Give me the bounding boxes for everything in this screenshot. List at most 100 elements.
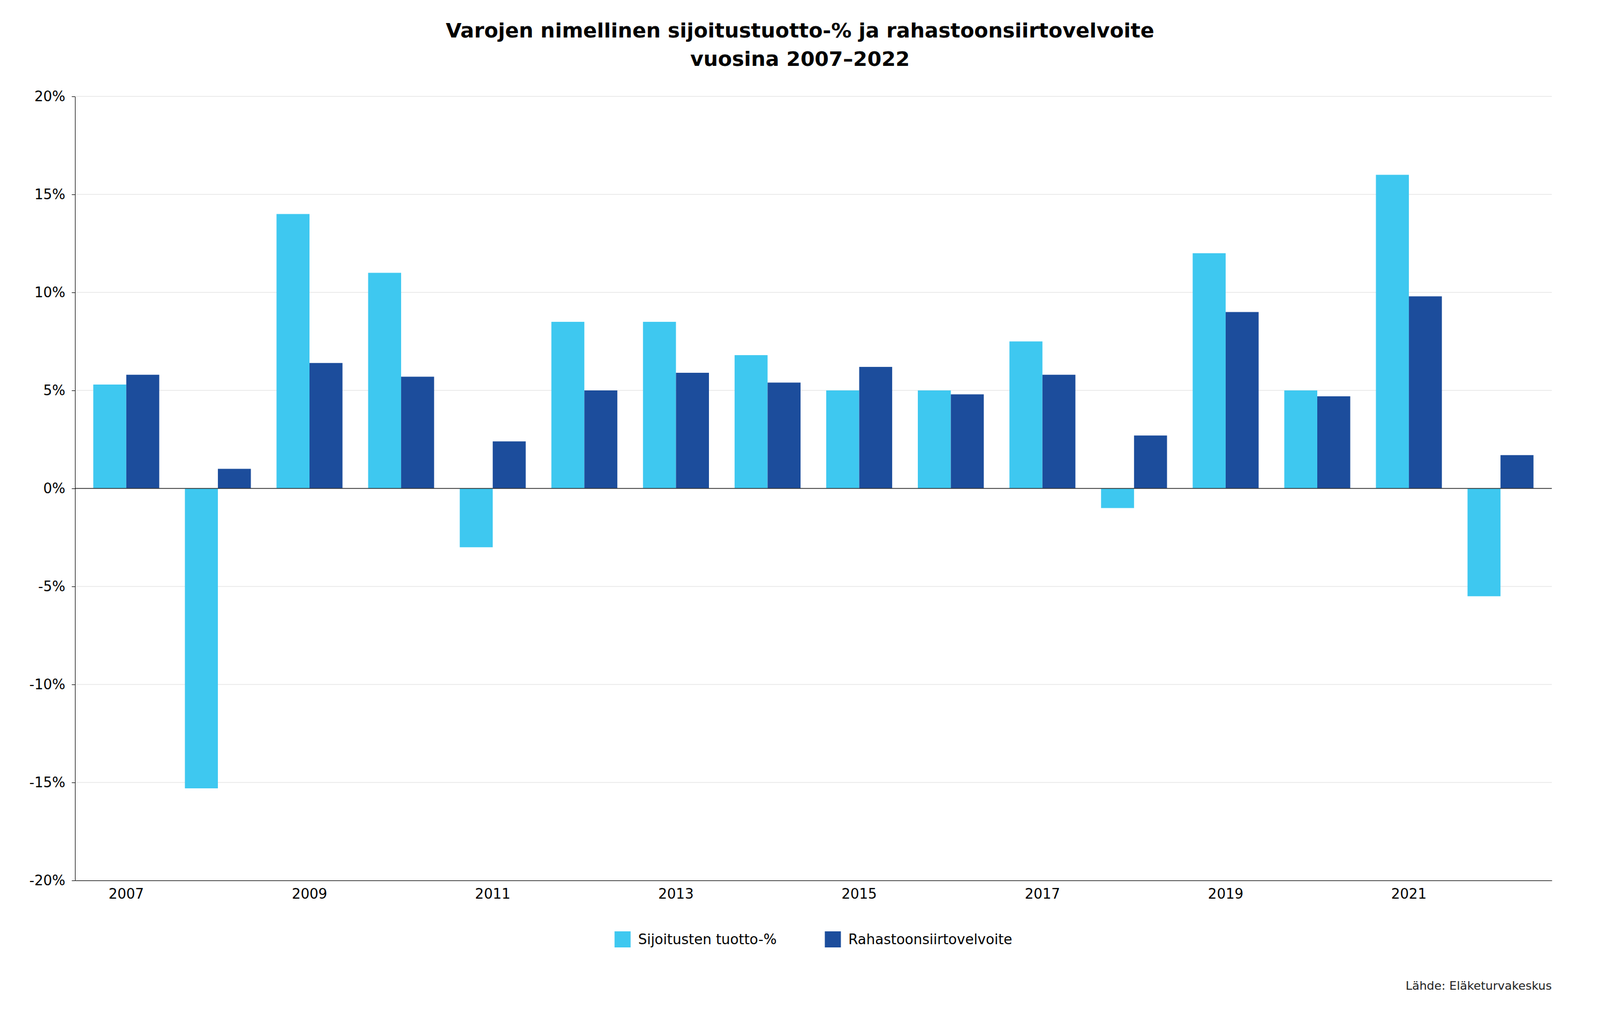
- bar-series: [93, 174, 1501, 789]
- y-tick-label: -15%: [29, 774, 66, 791]
- y-tick-label: 10%: [34, 284, 66, 301]
- bar: [826, 390, 860, 489]
- x-axis-line: [75, 880, 1553, 881]
- legend-label: Rahastoonsiirtovelvoite: [848, 931, 1013, 948]
- x-tick-label: 2013: [658, 885, 694, 902]
- grid-line: [74, 586, 1552, 587]
- y-tick-mark: [71, 390, 75, 391]
- y-tick-mark: [71, 96, 75, 97]
- y-tick-label: 5%: [43, 382, 66, 399]
- bar: [859, 366, 893, 489]
- legend-label: Sijoitusten tuotto-%: [638, 931, 777, 948]
- y-tick-mark: [71, 292, 75, 293]
- grid-line: [74, 194, 1552, 195]
- x-tick: 2017: [1024, 885, 1061, 902]
- legend: Sijoitusten tuotto-% Rahastoonsiirtovelvo…: [614, 931, 1013, 948]
- x-tick-label: 2009: [291, 885, 328, 902]
- bar: [1467, 488, 1501, 596]
- y-tick: -15%: [29, 774, 75, 791]
- bar: [309, 363, 343, 489]
- x-tick: 2009: [291, 885, 328, 902]
- bar: [951, 394, 985, 489]
- bar: [675, 372, 709, 489]
- x-tick: 2015: [841, 885, 877, 902]
- y-axis-line: [74, 96, 76, 881]
- legend-swatch: [614, 931, 631, 948]
- bar: [126, 374, 160, 489]
- y-tick: 0%: [43, 480, 75, 497]
- x-tick: 2007: [108, 885, 145, 902]
- title-line: Varojen nimellinen sijoitustuotto-% ja r…: [445, 18, 1154, 43]
- bar: [643, 321, 677, 489]
- y-tick: -5%: [38, 578, 75, 595]
- x-tick-label: 2007: [108, 885, 145, 902]
- grid-line: [74, 880, 1552, 881]
- y-tick: -20%: [29, 872, 75, 889]
- bar: [1284, 390, 1318, 489]
- y-tick: 10%: [34, 284, 75, 301]
- y-tick-label: 20%: [34, 88, 66, 105]
- y-tick-mark: [71, 488, 75, 489]
- bar: [1225, 312, 1259, 489]
- x-tick-label: 2017: [1024, 885, 1061, 902]
- x-tick: 2011: [474, 885, 511, 902]
- y-axis: -20% -15% -10% -5% 0% 5% 10% 15% 20%: [29, 88, 76, 889]
- y-tick-mark: [71, 782, 75, 783]
- bar: [584, 390, 618, 489]
- bar: [917, 390, 952, 489]
- title: Varojen nimellinen sijoitustuotto-% ja r…: [445, 18, 1154, 71]
- legend-item: Sijoitusten tuotto-%: [614, 931, 777, 948]
- bar: [276, 214, 310, 489]
- bar: [1317, 396, 1351, 489]
- x-tick-label: 2019: [1208, 885, 1244, 902]
- grid: [74, 96, 1552, 881]
- legend-swatch: [824, 931, 841, 948]
- bar: [1042, 374, 1076, 489]
- y-tick-label: -10%: [29, 676, 66, 693]
- x-tick: 2019: [1208, 885, 1244, 902]
- bar: [217, 468, 252, 489]
- bar: [1009, 341, 1043, 489]
- y-tick: 20%: [34, 88, 75, 105]
- y-tick: -10%: [29, 676, 75, 693]
- bar-series: [126, 296, 1534, 489]
- y-tick-mark: [71, 586, 75, 587]
- grid-line: [74, 684, 1552, 685]
- x-axis: 2007 2009 2011 2013 2015 2017 2019 2021: [75, 880, 1553, 903]
- bar: [1100, 488, 1135, 509]
- grid-line: [74, 96, 1552, 97]
- legend-item: Rahastoonsiirtovelvoite: [824, 931, 1013, 948]
- y-tick-mark: [71, 194, 75, 195]
- bar: [1408, 296, 1443, 489]
- y-tick-label: 15%: [34, 186, 66, 203]
- bar: [551, 321, 585, 489]
- y-tick-mark: [71, 684, 75, 685]
- title-line: vuosina 2007–2022: [690, 47, 910, 71]
- grid-line: [74, 488, 1552, 489]
- y-tick-mark: [71, 880, 75, 881]
- x-tick-label: 2015: [841, 885, 877, 902]
- bar: [401, 376, 435, 489]
- bar: [93, 384, 127, 489]
- grid-line: [74, 782, 1552, 783]
- source-note: Lähde: Eläketurvakeskus: [1405, 978, 1552, 993]
- chart: Varojen nimellinen sijoitustuotto-% ja r…: [0, 0, 1600, 1009]
- bar: [184, 488, 218, 789]
- bar: [1376, 174, 1410, 489]
- bar: [1134, 435, 1168, 489]
- y-tick: 5%: [43, 382, 75, 399]
- bar: [1192, 253, 1226, 489]
- bar: [459, 488, 494, 548]
- bar: [1500, 455, 1534, 489]
- y-tick: 15%: [34, 186, 75, 203]
- bar: [767, 382, 801, 489]
- y-tick-label: -20%: [29, 872, 66, 889]
- x-tick: 2021: [1391, 885, 1427, 902]
- x-tick: 2013: [658, 885, 694, 902]
- y-tick-label: -5%: [38, 578, 66, 595]
- x-tick-label: 2011: [474, 885, 511, 902]
- bar: [734, 355, 768, 489]
- x-tick-label: 2021: [1391, 885, 1427, 902]
- zero-line: [74, 487, 1552, 489]
- bars: [93, 174, 1534, 789]
